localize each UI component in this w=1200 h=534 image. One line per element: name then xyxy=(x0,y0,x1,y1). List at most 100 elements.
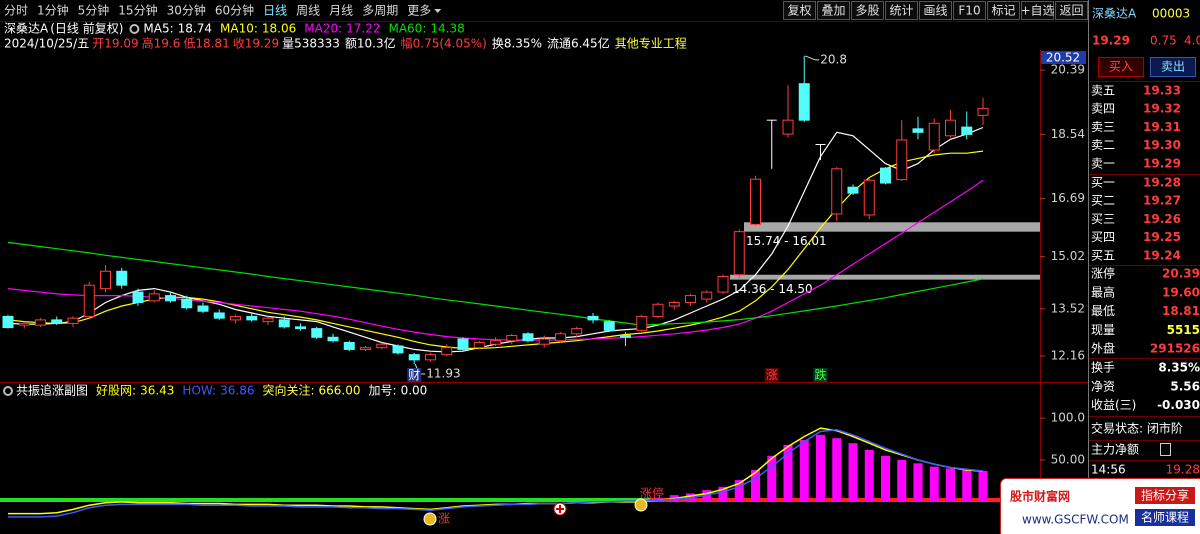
period-tab[interactable]: 日线 xyxy=(263,4,287,18)
legend-name: HOW: xyxy=(182,384,216,398)
period-tab[interactable]: 月线 xyxy=(329,4,353,18)
info-value: 19.6 xyxy=(154,37,181,51)
candle-body xyxy=(35,319,46,326)
legend-value: 18.74 xyxy=(178,22,212,36)
candle-body xyxy=(392,345,404,354)
toolbar-button-label[interactable]: 叠加 xyxy=(821,4,845,18)
readout-value: 666.00 xyxy=(319,384,361,398)
toolbar-button-label[interactable]: 画线 xyxy=(923,4,947,18)
bar xyxy=(913,463,923,502)
period-tab[interactable]: 15分钟 xyxy=(118,3,157,18)
toolbar-button-label[interactable]: 多股 xyxy=(855,4,879,18)
high-pointer xyxy=(805,55,820,61)
period-tab[interactable]: 分时 xyxy=(4,4,28,18)
period-tab[interactable]: 多周期 xyxy=(362,4,398,18)
pane-icon[interactable] xyxy=(3,386,13,396)
bar xyxy=(734,480,744,502)
candle-body xyxy=(100,270,111,290)
toolbar-button-label[interactable]: 返回 xyxy=(1059,4,1083,18)
info-label: 低 xyxy=(183,37,195,51)
stat-label: 涨停 xyxy=(1091,266,1115,281)
readout-name: 加号: xyxy=(369,384,397,398)
candle-body xyxy=(343,341,355,350)
watermark-tag-label: 指标分享 xyxy=(1141,488,1189,503)
info-item: 量538333 xyxy=(282,37,340,51)
zone-label: 14.36 - 14.50 xyxy=(732,282,813,296)
candle-body xyxy=(538,338,550,345)
candle-body xyxy=(847,186,859,194)
sell-label[interactable]: 卖出 xyxy=(1161,60,1185,74)
toolbar-button[interactable] xyxy=(987,1,1020,20)
order-label: 买一 xyxy=(1091,176,1115,190)
event-marker: 涨 xyxy=(766,367,778,382)
candle-body xyxy=(295,326,306,330)
candle-body xyxy=(360,347,371,350)
toolbar-button[interactable] xyxy=(851,1,884,20)
order-price: 19.30 xyxy=(1143,138,1181,152)
order-price: 19.32 xyxy=(1143,102,1181,116)
order-price: 19.28 xyxy=(1143,176,1181,190)
candle-body xyxy=(327,336,339,342)
period-tab[interactable]: 5分钟 xyxy=(78,3,110,18)
trade-status: 交易状态: 闭市阶 xyxy=(1091,421,1183,436)
candle-body xyxy=(67,317,79,324)
period-tab[interactable]: 周线 xyxy=(296,4,320,18)
buy-label[interactable]: 买入 xyxy=(1109,60,1133,74)
toolbar-button-label[interactable]: 标记 xyxy=(991,4,1015,18)
stat-value: 5515 xyxy=(1167,323,1200,337)
settings-icon[interactable] xyxy=(129,24,140,34)
candle-body xyxy=(473,341,485,349)
event-marker-bg xyxy=(813,368,828,382)
toolbar-button[interactable] xyxy=(919,1,952,20)
order-label: 卖一 xyxy=(1091,156,1115,170)
toolbar-button-label[interactable]: +自选 xyxy=(1020,4,1054,18)
order-label: 卖五 xyxy=(1091,84,1115,98)
toolbar-button[interactable] xyxy=(1021,1,1054,20)
stat-value: 291526 xyxy=(1150,342,1200,356)
toolbar-button[interactable] xyxy=(885,1,918,20)
order-label: 买三 xyxy=(1091,212,1115,226)
price-zone xyxy=(730,274,1040,280)
period-tab[interactable]: 更多 xyxy=(407,4,431,18)
info-date: 2024/10/25/五 xyxy=(4,37,89,51)
candle-body xyxy=(213,312,225,319)
candle-body xyxy=(636,315,648,331)
order-label: 买五 xyxy=(1091,248,1115,262)
order-label: 卖二 xyxy=(1091,138,1115,152)
stat-label: 收益(三) xyxy=(1091,398,1136,412)
y-tick-label: 20.39 xyxy=(1051,63,1085,77)
candle-body xyxy=(457,338,469,350)
toolbar-button[interactable] xyxy=(817,1,850,20)
period-tab[interactable]: 30分钟 xyxy=(167,3,206,18)
legend-name: MA60: xyxy=(388,22,426,36)
legend-name: 好股网: xyxy=(96,384,136,398)
price-change-pct: 4.0 xyxy=(1184,34,1200,48)
bar xyxy=(897,459,907,502)
sell-button[interactable] xyxy=(1150,57,1196,77)
toolbar-button-label[interactable]: 统计 xyxy=(889,4,913,18)
period-tab[interactable]: 1分钟 xyxy=(37,3,69,18)
period-tab[interactable]: 60分钟 xyxy=(215,3,254,18)
order-price: 19.33 xyxy=(1143,84,1181,98)
info-value: 19.09 xyxy=(104,37,138,51)
order-label: 买二 xyxy=(1091,194,1115,208)
toolbar-button[interactable] xyxy=(953,1,986,20)
order-label: 卖三 xyxy=(1091,120,1115,134)
toolbar-button-label[interactable]: F10 xyxy=(958,4,980,18)
toolbar-button-label[interactable]: 复权 xyxy=(787,4,811,18)
watermark-url: www.GSCFW.COM xyxy=(1022,513,1129,527)
toolbar-button[interactable] xyxy=(1055,1,1088,20)
stat-label: 最高 xyxy=(1091,284,1115,299)
chart-title: 深桑达A xyxy=(4,22,49,36)
bar xyxy=(751,470,760,502)
order-price: 19.25 xyxy=(1143,230,1181,244)
bar xyxy=(881,455,890,502)
buy-button[interactable] xyxy=(1098,57,1144,77)
candle-body xyxy=(311,328,323,338)
order-price: 19.29 xyxy=(1143,156,1181,170)
candle-body xyxy=(2,315,14,329)
toolbar-button[interactable] xyxy=(783,1,816,20)
